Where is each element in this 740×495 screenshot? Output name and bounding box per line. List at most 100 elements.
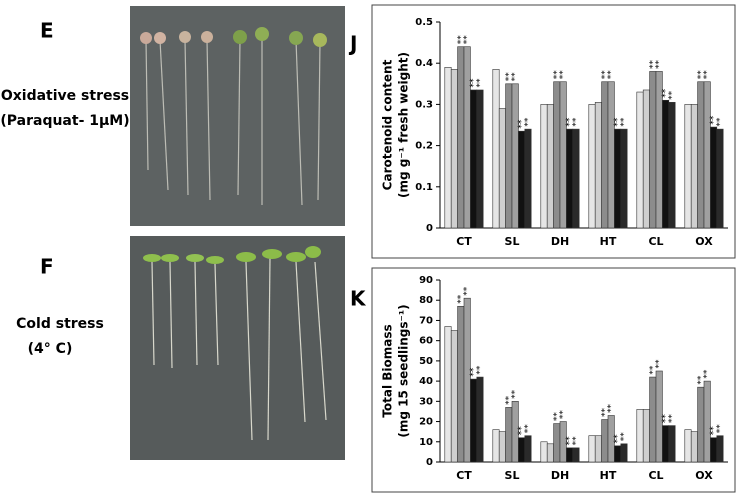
significance-marker: ** xyxy=(716,117,726,127)
bar xyxy=(649,71,657,229)
bar xyxy=(498,431,506,463)
bar xyxy=(662,99,670,229)
bar xyxy=(566,128,574,229)
y-tick-label: 10 xyxy=(419,437,433,448)
y-tick-label: 0 xyxy=(426,223,433,234)
significance-marker: ** xyxy=(668,414,678,424)
bar xyxy=(546,104,554,229)
bar xyxy=(559,81,567,229)
significance-marker: ** xyxy=(463,35,473,45)
leaves-cold xyxy=(143,246,321,264)
bar xyxy=(511,401,519,463)
significance-marker: ** xyxy=(572,436,582,446)
bar xyxy=(492,429,500,463)
y-tick-label: 90 xyxy=(419,275,433,286)
y-axis-title: Total Biomass xyxy=(381,324,395,417)
significance-marker: ** xyxy=(469,367,479,377)
bar xyxy=(505,407,513,463)
bar xyxy=(566,447,574,463)
x-tick-label: DH xyxy=(551,469,569,482)
y-axis-title: (mg g⁻¹ fresh weight) xyxy=(397,52,411,198)
y-tick-label: 0 xyxy=(426,457,433,468)
significance-marker: ** xyxy=(504,395,514,405)
bar xyxy=(601,81,609,229)
chart-frame xyxy=(371,267,736,493)
y-axis-title: Carotenoid content xyxy=(381,59,395,190)
panel-caption: (4° C) xyxy=(28,341,73,357)
bar xyxy=(588,104,596,229)
significance-marker: ** xyxy=(613,434,623,444)
y-tick-label: 0.1 xyxy=(415,182,433,193)
x-tick-label: HT xyxy=(600,235,617,248)
panel-letter: E xyxy=(40,19,54,43)
bar xyxy=(476,376,484,463)
bar xyxy=(716,128,724,229)
bar xyxy=(572,128,580,229)
bar xyxy=(607,415,615,463)
significance-marker: ** xyxy=(716,424,726,434)
significance-marker: ** xyxy=(696,70,706,80)
x-tick-label: DH xyxy=(551,235,569,248)
significance-marker: ** xyxy=(552,70,562,80)
bar xyxy=(518,130,526,229)
significance-marker: ** xyxy=(572,117,582,127)
seedlings-cold xyxy=(151,257,327,441)
significance-marker: ** xyxy=(552,412,562,422)
bar xyxy=(444,67,452,229)
bar xyxy=(684,429,692,463)
x-tick-label: SL xyxy=(505,235,520,248)
significance-marker: ** xyxy=(648,365,658,375)
bar xyxy=(594,435,602,463)
panel-letter: J xyxy=(348,32,357,56)
bar xyxy=(492,69,500,229)
significance-marker: ** xyxy=(600,70,610,80)
significance-marker: ** xyxy=(476,78,486,88)
bar xyxy=(636,91,644,229)
bar xyxy=(668,425,676,463)
x-tick-label: CL xyxy=(648,469,663,482)
bar xyxy=(524,435,532,463)
significance-marker: ** xyxy=(456,294,466,304)
y-tick-label: 70 xyxy=(419,315,433,326)
bar xyxy=(716,435,724,463)
significance-marker: ** xyxy=(620,117,630,127)
photo-cold xyxy=(130,236,345,460)
significance-marker: ** xyxy=(607,70,617,80)
bar xyxy=(518,437,526,463)
bar xyxy=(450,330,458,463)
significance-marker: ** xyxy=(648,59,658,69)
significance-marker: ** xyxy=(524,117,534,127)
significance-marker: ** xyxy=(668,90,678,100)
y-tick-label: 0.5 xyxy=(415,17,433,28)
significance-marker: ** xyxy=(620,432,630,442)
bar xyxy=(511,83,519,229)
panel-letter: K xyxy=(350,287,367,311)
significance-marker: ** xyxy=(696,375,706,385)
bar xyxy=(457,46,465,229)
photo-panels xyxy=(130,6,345,460)
bar xyxy=(588,435,596,463)
bar xyxy=(690,431,698,463)
leaves-oxidative xyxy=(140,27,327,47)
significance-marker: ** xyxy=(559,410,569,420)
significance-marker: ** xyxy=(463,286,473,296)
bar xyxy=(642,89,650,229)
bar xyxy=(668,102,676,229)
bar xyxy=(620,128,628,229)
panel-caption: Cold stress xyxy=(16,316,104,332)
bar xyxy=(649,376,657,463)
x-tick-label: CL xyxy=(648,235,663,248)
bar xyxy=(614,128,622,229)
significance-marker: ** xyxy=(511,389,521,399)
significance-marker: ** xyxy=(607,403,617,413)
y-tick-label: 0.2 xyxy=(415,141,433,152)
significance-marker: ** xyxy=(565,436,575,446)
significance-marker: ** xyxy=(504,72,514,82)
bar xyxy=(620,443,628,463)
bar xyxy=(703,81,711,229)
bar xyxy=(662,425,670,463)
bar xyxy=(697,81,705,229)
bar xyxy=(505,83,513,229)
y-tick-label: 0.3 xyxy=(415,99,433,110)
